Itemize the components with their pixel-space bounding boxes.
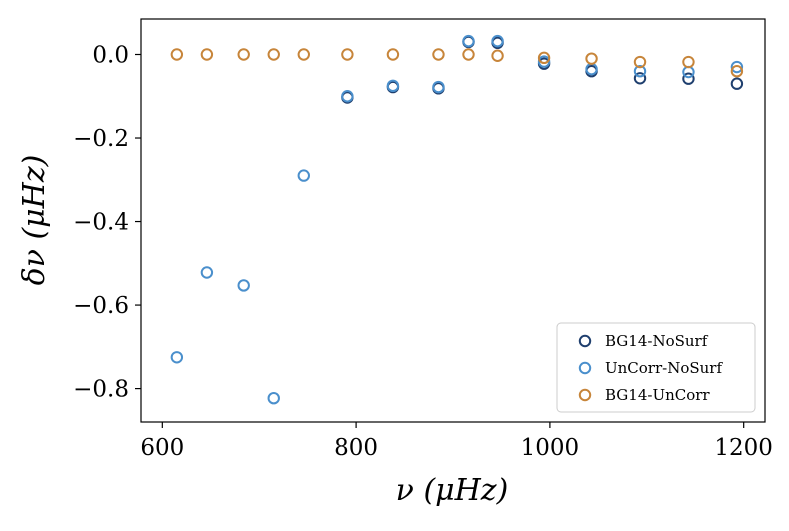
- data-point: [491, 49, 504, 62]
- series-bg14-nosurf: [341, 35, 744, 104]
- data-point: [633, 72, 647, 85]
- data-point: [682, 65, 695, 79]
- data-point: [432, 80, 445, 94]
- legend-marker: [578, 334, 592, 348]
- data-point: [170, 351, 184, 364]
- x-axis-label: ν (μHz): [396, 473, 509, 508]
- legend-box: [556, 322, 756, 413]
- legend-marker: [578, 388, 592, 402]
- data-point: [297, 48, 310, 61]
- x-tick-label: 1000: [521, 435, 580, 461]
- x-axis-ticks: 600 800 1000 1200: [140, 422, 773, 461]
- y-tick-label: −0.8: [73, 377, 129, 403]
- data-point: [432, 48, 445, 61]
- legend-label: BG14-NoSurf: [605, 332, 709, 350]
- data-point: [267, 48, 280, 61]
- data-point: [386, 48, 400, 61]
- legend-label: BG14-UnCorr: [605, 386, 710, 404]
- data-point: [633, 65, 647, 78]
- data-point: [341, 48, 354, 61]
- data-point: [462, 34, 475, 48]
- data-point: [682, 55, 695, 69]
- data-point: [341, 90, 354, 103]
- x-tick-label: 600: [140, 435, 184, 461]
- data-point: [585, 52, 598, 65]
- y-tick-label: −0.6: [73, 293, 129, 319]
- x-tick-label: 1200: [714, 435, 773, 461]
- data-point: [491, 34, 504, 48]
- y-tick-label: 0.0: [92, 42, 129, 68]
- data-point: [200, 266, 214, 279]
- y-tick-label: −0.4: [73, 210, 129, 236]
- data-point: [682, 72, 695, 85]
- plot-frame: [140, 18, 766, 423]
- data-point: [730, 60, 744, 74]
- x-tick-label: 800: [334, 435, 378, 461]
- data-point: [170, 48, 184, 61]
- data-point: [730, 77, 744, 90]
- data-point: [537, 51, 551, 65]
- y-axis-label: δν (μHz): [17, 155, 52, 286]
- series-bg14-uncorr: [170, 48, 744, 78]
- plot-layer: [170, 34, 744, 405]
- y-tick-label: −0.2: [73, 126, 129, 152]
- data-point: [237, 48, 250, 61]
- data-point: [730, 65, 744, 78]
- y-axis-ticks: 0.0 −0.2 −0.4 −0.6 −0.8: [73, 42, 141, 403]
- data-point: [237, 279, 250, 292]
- data-point: [267, 391, 280, 405]
- data-point: [386, 79, 400, 93]
- data-point: [462, 48, 475, 61]
- data-point: [537, 55, 551, 68]
- legend-label: UnCorr-NoSurf: [605, 359, 723, 377]
- legend-marker: [578, 361, 592, 375]
- data-point: [633, 55, 647, 69]
- legend: BG14-NoSurf UnCorr-NoSurf BG14-UnCorr: [556, 322, 756, 413]
- data-point: [200, 48, 214, 61]
- data-point: [297, 169, 310, 182]
